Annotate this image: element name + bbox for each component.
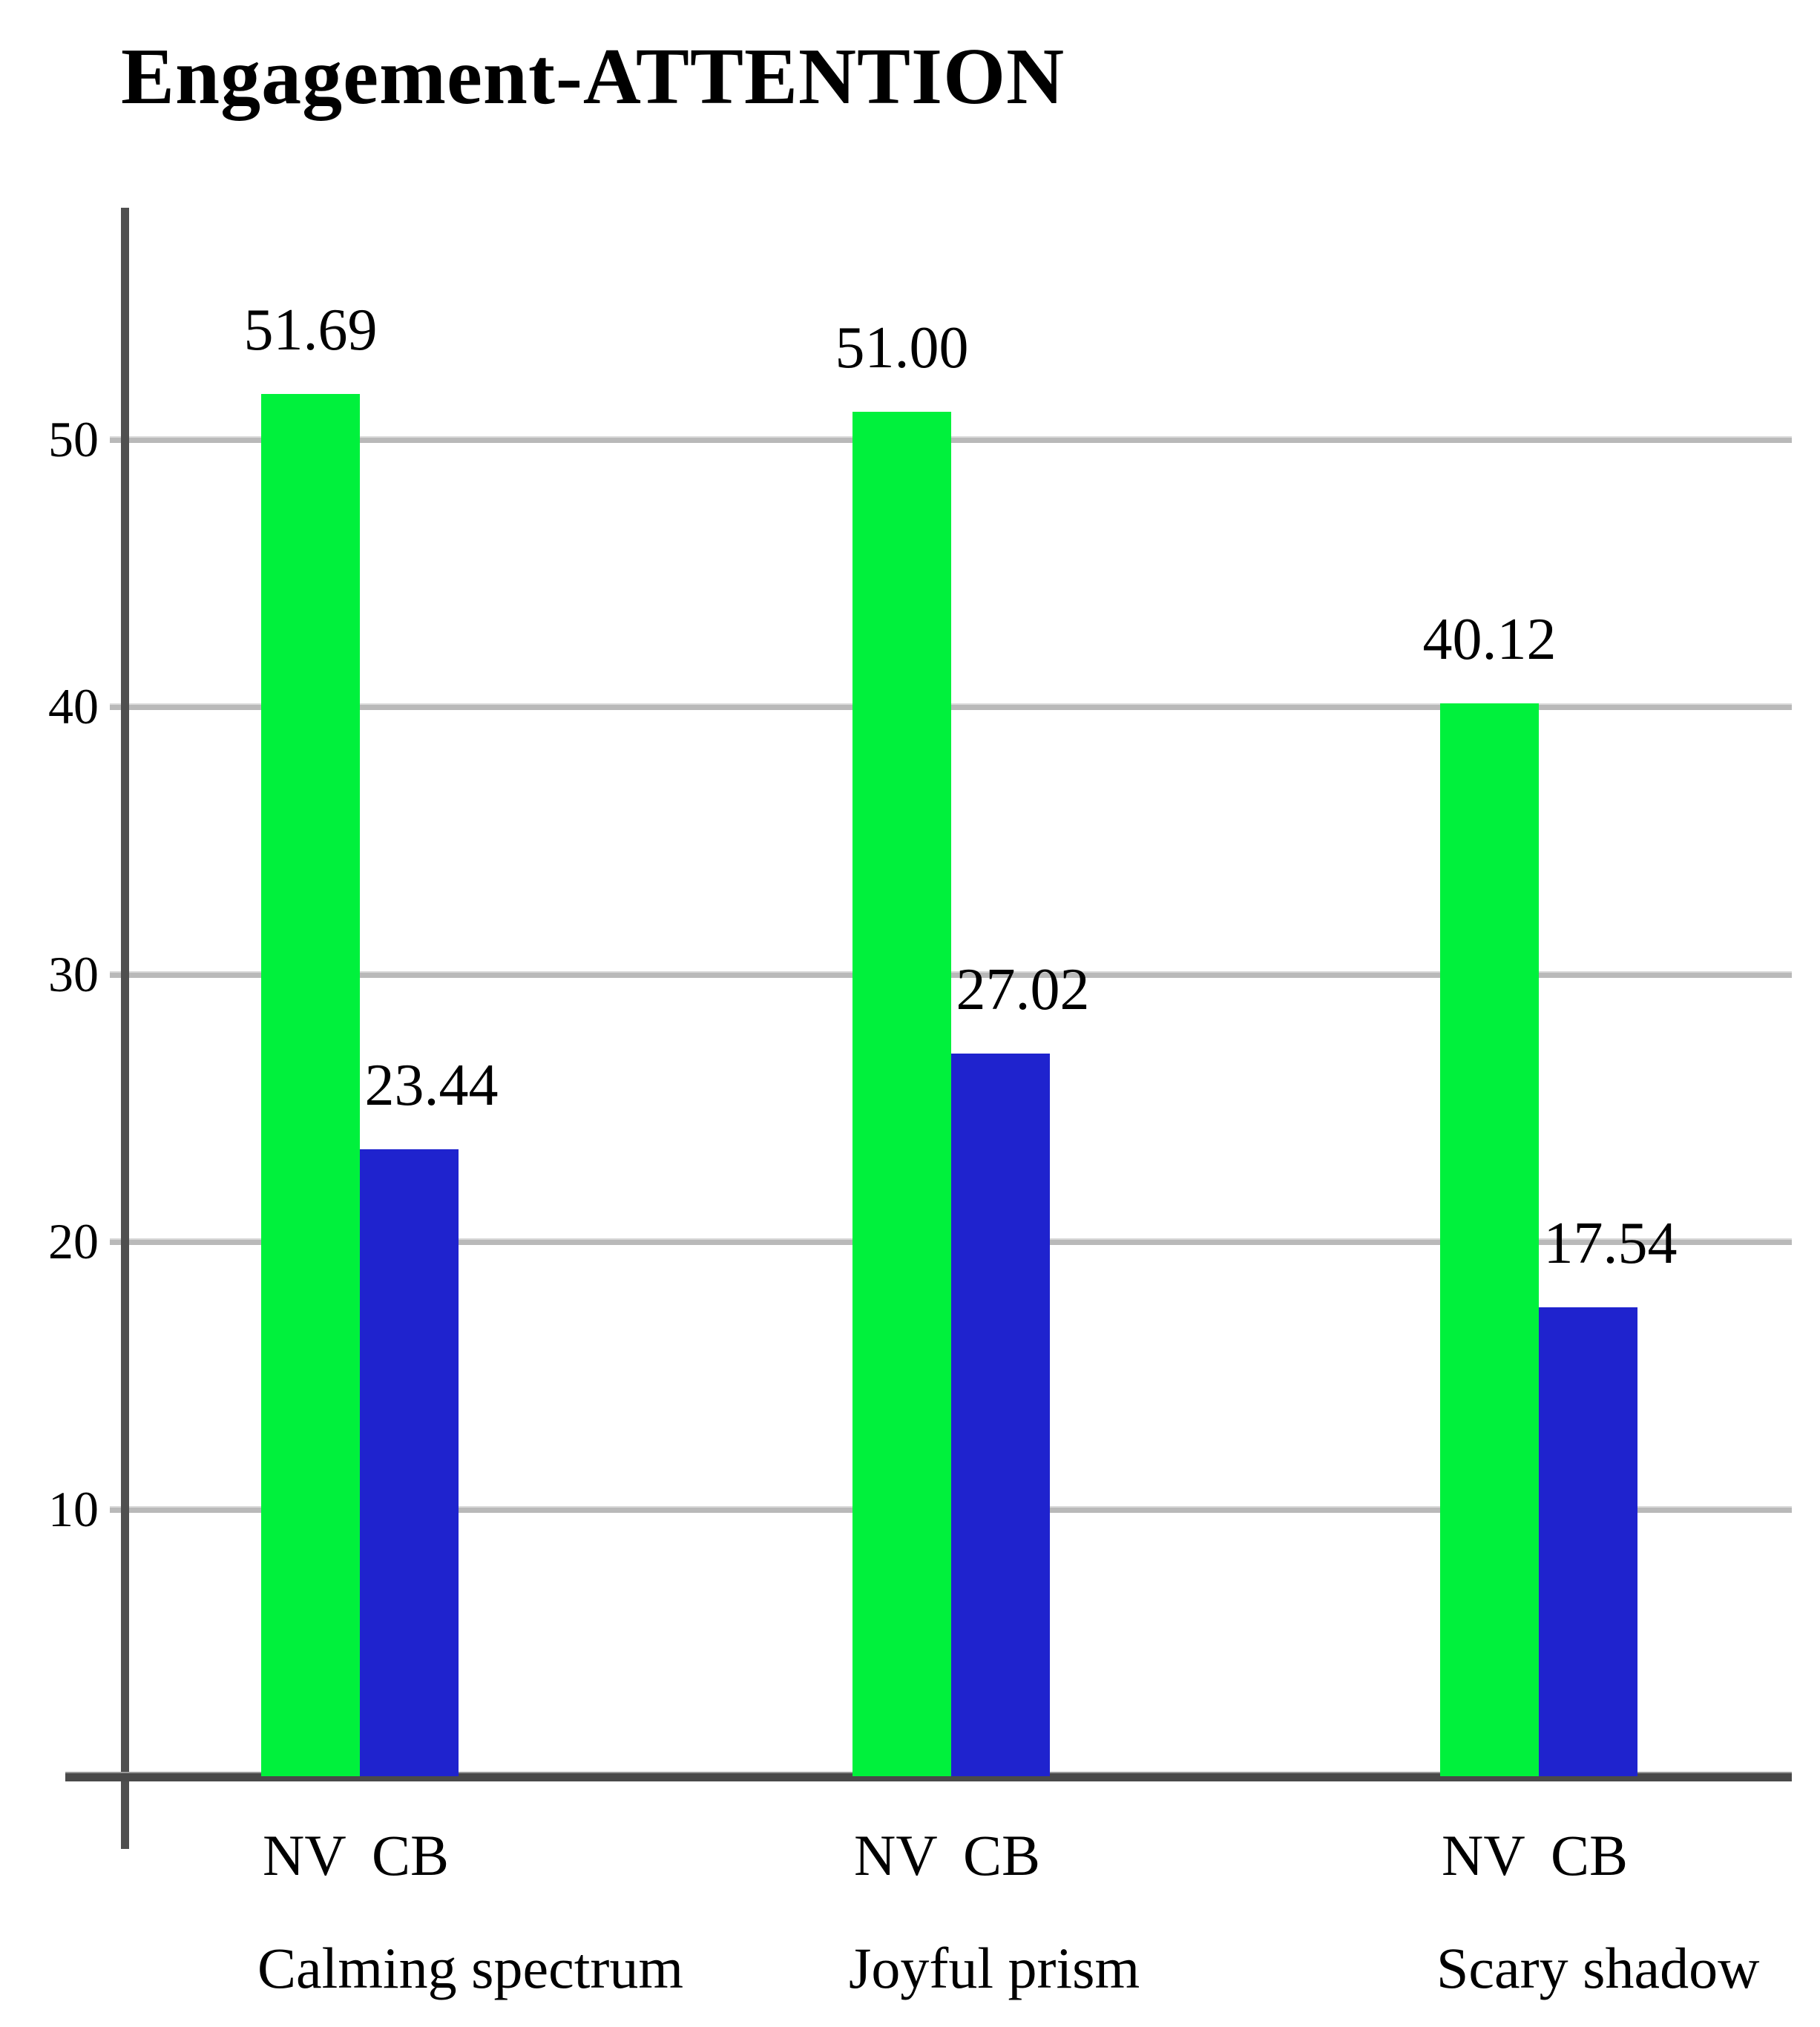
category-label-scary-shadow: Scary shadow: [1436, 1936, 1760, 2000]
value-label-cb-calming-spectrum: 23.44: [364, 1053, 499, 1118]
y-tick-label-30: 30: [48, 946, 99, 1002]
x-label-cb-joyful-prism: CB: [963, 1823, 1041, 1888]
y-tick-label-40: 40: [48, 678, 99, 735]
bar-nv-joyful-prism: [852, 412, 951, 1776]
value-label-nv-scary-shadow: 40.12: [1422, 607, 1557, 672]
bar-cb-calming-spectrum: [360, 1149, 459, 1776]
value-label-cb-scary-shadow: 17.54: [1543, 1211, 1678, 1276]
category-label-joyful-prism: Joyful prism: [849, 1936, 1140, 2000]
y-tick-label-50: 50: [48, 411, 99, 467]
bar-cb-scary-shadow: [1539, 1307, 1637, 1776]
value-label-cb-joyful-prism: 27.02: [956, 957, 1090, 1022]
category-label-calming-spectrum: Calming spectrum: [257, 1936, 684, 2000]
x-label-nv-calming-spectrum: NV: [263, 1823, 346, 1888]
x-label-cb-scary-shadow: CB: [1551, 1823, 1629, 1888]
bar-nv-calming-spectrum: [261, 394, 360, 1776]
y-axis-line: [121, 208, 129, 1849]
y-tick-label-10: 10: [48, 1481, 99, 1537]
bar-nv-scary-shadow: [1440, 703, 1539, 1776]
value-label-nv-calming-spectrum: 51.69: [243, 298, 378, 363]
y-tick-label-20: 20: [48, 1213, 99, 1269]
x-label-nv-joyful-prism: NV: [854, 1823, 938, 1888]
x-label-cb-calming-spectrum: CB: [372, 1823, 450, 1888]
value-label-nv-joyful-prism: 51.00: [835, 315, 969, 381]
bar-cb-joyful-prism: [951, 1054, 1050, 1776]
x-label-nv-scary-shadow: NV: [1442, 1823, 1525, 1888]
chart-title: Engagement-ATTENTION: [121, 33, 1065, 121]
